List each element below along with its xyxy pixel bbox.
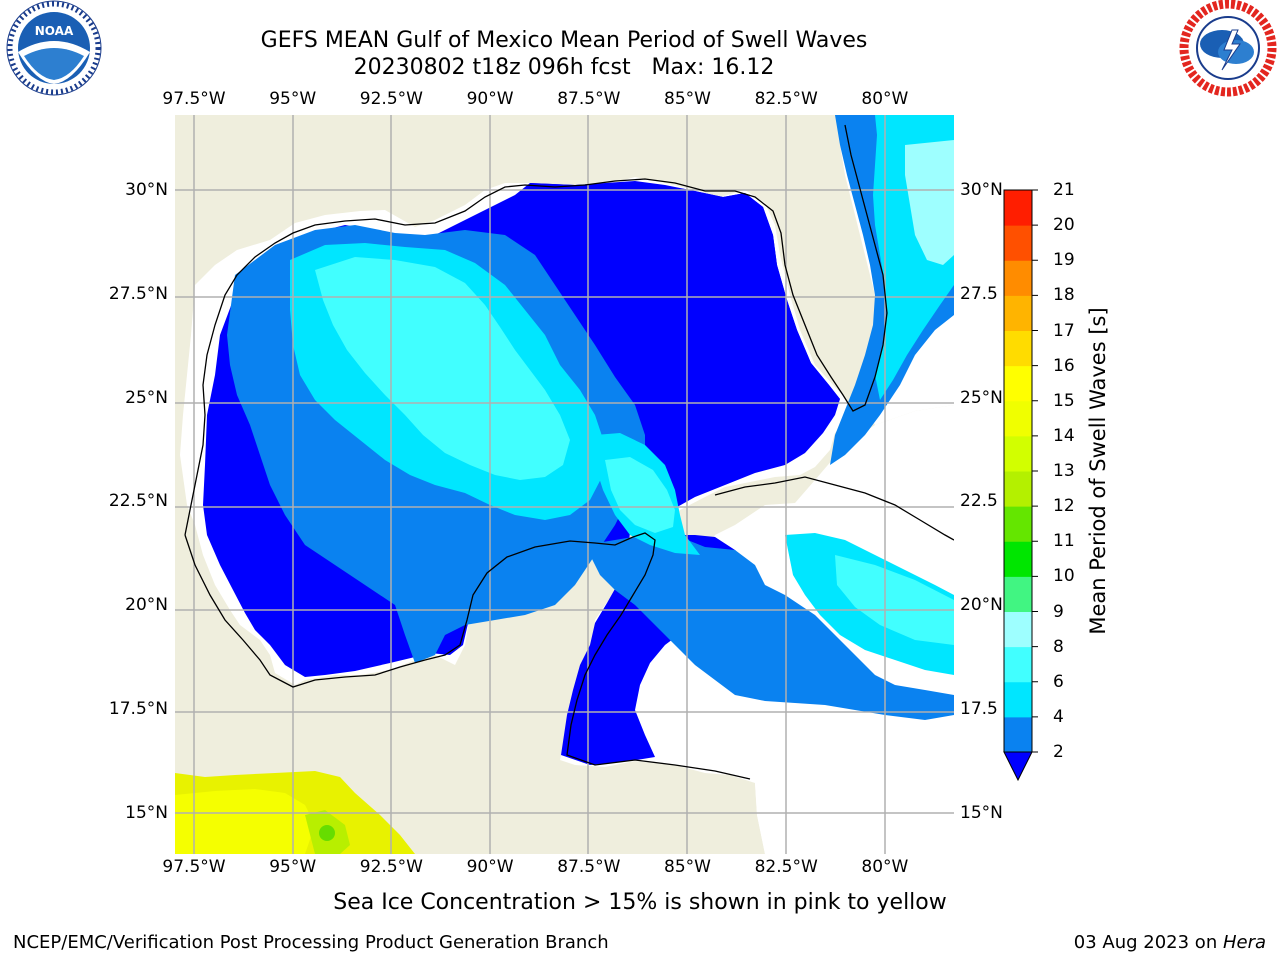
lon-tick-top: 90°W <box>466 89 514 109</box>
lon-tick-bottom: 85°W <box>664 857 711 877</box>
lat-tick-left: 17.5°N <box>108 699 168 719</box>
colorbar-tick-label: 9 <box>1053 601 1064 622</box>
colorbar-segment <box>1004 576 1032 612</box>
lat-tick-right: 20°N <box>960 595 1003 616</box>
colorbar-segment <box>1004 190 1032 226</box>
lon-tick-top: 85°W <box>664 89 711 109</box>
colorbar-segment <box>1004 541 1032 577</box>
colorbar-tick-label: 8 <box>1053 636 1064 657</box>
lon-tick-bottom: 97.5°W <box>162 857 226 877</box>
lat-tick-left: 22.5°N <box>108 491 168 512</box>
footer-host: Hera <box>1222 932 1266 953</box>
colorbar-segment <box>1004 611 1032 648</box>
contour-under-2s-east <box>520 183 840 445</box>
coastlines <box>184 124 954 780</box>
lon-tick-top: 92.5°W <box>359 89 423 109</box>
lon-tick-top: 80°W <box>861 89 909 109</box>
lat-tick-right: 22.5 <box>960 491 998 512</box>
contour-6-8s-caribbean <box>835 555 954 645</box>
gulf-map <box>175 115 954 854</box>
lon-tick-bottom: 87.5°W <box>557 857 621 877</box>
colorbar-tick-label: 18 <box>1053 285 1075 306</box>
footer-credit: NCEP/EMC/Verification Post Processing Pr… <box>13 932 609 953</box>
colorbar-segment <box>1004 365 1032 402</box>
lat-tick-right: 17.5 <box>960 699 998 719</box>
lat-tick-left: 15°N <box>125 802 168 823</box>
lat-tick-left: 25°N <box>125 387 168 408</box>
colorbar-tick-label: 2 <box>1053 742 1064 762</box>
lon-tick-bottom: 82.5°W <box>754 857 818 877</box>
map-title: GEFS MEAN Gulf of Mexico Mean Period of … <box>260 28 868 53</box>
colorbar-tick-label: 4 <box>1053 706 1064 727</box>
lat-tick-right: 15°N <box>960 802 1003 823</box>
lon-tick-top: 95°W <box>269 89 317 109</box>
colorbar-segment <box>1004 646 1032 683</box>
colorbar-segment <box>1004 506 1032 542</box>
colorbar-segment <box>1004 260 1032 296</box>
colorbar-tick-label: 15 <box>1053 390 1075 411</box>
lat-tick-left: 27.5°N <box>108 283 168 304</box>
sea-ice-core <box>175 789 315 854</box>
colorbar-segment <box>1004 295 1032 331</box>
lat-tick-right: 25°N <box>960 387 1003 408</box>
footer-date: 03 Aug 2023 on Hera <box>1074 932 1266 953</box>
noaa-logo: NOAA <box>6 0 102 96</box>
contour-6-8s-yucatan <box>605 457 675 533</box>
colorbar-tick-label: 17 <box>1053 320 1075 341</box>
map-subtitle: 20230802 t18z 096h fcst Max: 16.12 <box>353 55 775 80</box>
colorbar-tick-label: 12 <box>1053 496 1075 517</box>
contour-2-4s-yucatan <box>585 535 954 720</box>
lon-tick-bottom: 92.5°W <box>359 857 423 877</box>
contour-8-9s-florida <box>905 140 954 265</box>
colorbar-tick-label: 13 <box>1053 461 1075 481</box>
colorbar-segment <box>1004 400 1032 437</box>
colorbar-segment <box>1004 681 1032 718</box>
colorbar-segment <box>1004 435 1032 472</box>
contour-6-8s <box>315 257 570 480</box>
lon-tick-top: 82.5°W <box>754 89 818 109</box>
lon-tick-top: 97.5°W <box>162 89 226 109</box>
lon-tick-top: 87.5°W <box>557 89 621 109</box>
colorbar-tick-label: 11 <box>1053 531 1075 552</box>
lat-tick-left: 30°N <box>125 180 168 200</box>
colorbar-tick-label: 21 <box>1053 180 1075 200</box>
colorbar-under-extension <box>1003 751 1033 782</box>
colorbar <box>1003 189 1038 782</box>
map-grid <box>175 115 954 854</box>
lat-tick-right: 27.5 <box>960 283 998 304</box>
lon-tick-bottom: 80°W <box>861 857 909 877</box>
lat-tick-right: 30°N <box>960 180 1003 200</box>
sea-ice-peak <box>319 825 335 841</box>
colorbar-title: Mean Period of Swell Waves [s] <box>1086 307 1110 635</box>
colorbar-tick-label: 14 <box>1053 425 1075 446</box>
colorbar-segment <box>1004 716 1032 753</box>
colorbar-tick-label: 19 <box>1053 250 1075 271</box>
colorbar-tick-label: 20 <box>1053 215 1075 236</box>
lon-tick-bottom: 90°W <box>466 857 514 877</box>
colorbar-tick-label: 16 <box>1053 355 1075 376</box>
colorbar-segment <box>1004 471 1032 507</box>
lat-tick-left: 20°N <box>125 595 168 616</box>
nws-logo <box>1179 0 1277 97</box>
lon-tick-bottom: 95°W <box>269 857 317 877</box>
sea-ice-note: Sea Ice Concentration > 15% is shown in … <box>333 890 947 915</box>
svg-text:NOAA: NOAA <box>35 24 74 38</box>
footer-date-text: 03 Aug 2023 on <box>1073 932 1223 953</box>
colorbar-tick-label: 6 <box>1053 671 1064 692</box>
colorbar-tick-label: 10 <box>1053 566 1075 587</box>
colorbar-segment <box>1004 225 1032 261</box>
colorbar-segment <box>1004 330 1032 367</box>
